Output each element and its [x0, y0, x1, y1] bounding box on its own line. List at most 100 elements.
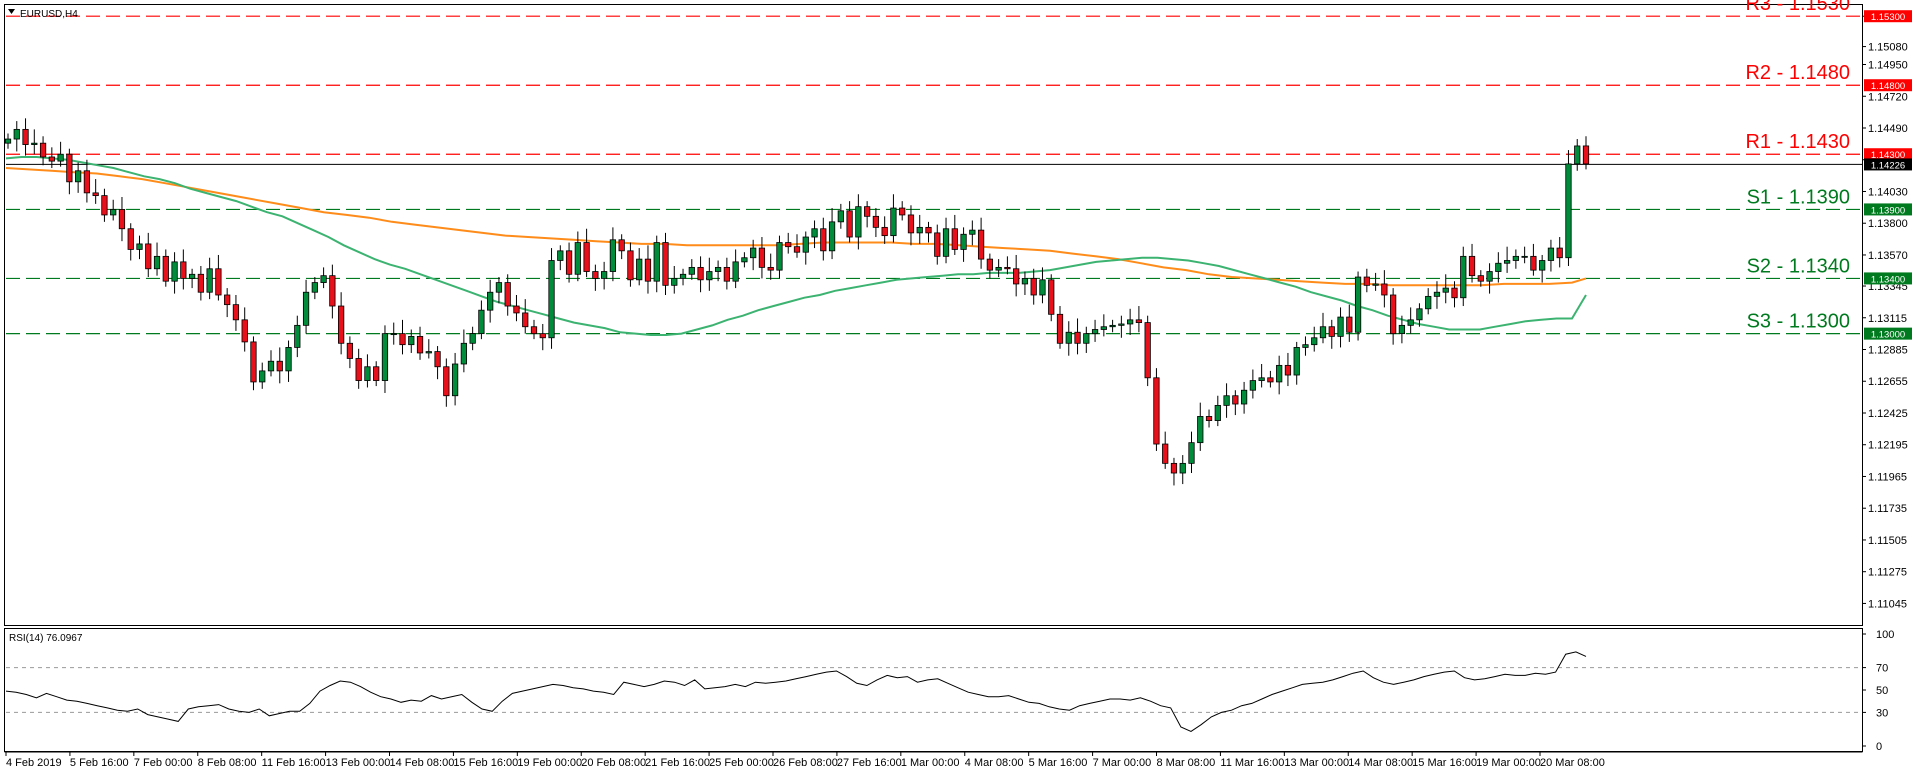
candle-down: [925, 226, 932, 234]
candle-up: [1416, 308, 1423, 321]
candle-up: [188, 273, 196, 279]
time-axis-label: 13 Mar 00:00: [1284, 757, 1349, 769]
candle-down: [1205, 416, 1213, 421]
price-axis-label: 1.11505: [1868, 535, 1907, 547]
candle-up: [1188, 442, 1195, 464]
candle-down: [907, 214, 915, 234]
candle-down: [92, 192, 99, 197]
rsi-axis-label: 50: [1876, 685, 1888, 697]
candle-down: [1013, 268, 1020, 285]
chart-title: EURUSD,H4: [20, 9, 78, 20]
current-price-tag: [1864, 158, 1912, 171]
level-price-tag-label: 1.13400: [1871, 274, 1905, 285]
candle-up: [478, 309, 485, 335]
candle-up: [1486, 271, 1493, 282]
price-axis-label: 1.11275: [1868, 567, 1907, 579]
candle-up: [1091, 329, 1099, 335]
candle-up: [1354, 276, 1362, 333]
candle-up: [1214, 404, 1221, 421]
candle-up: [1337, 316, 1344, 337]
ma-slow-line: [5, 167, 1587, 287]
candles: [4, 118, 1590, 486]
price-panel-frame: [4, 4, 1863, 626]
candle-down: [1170, 462, 1178, 474]
candle-up: [451, 363, 459, 397]
candle-up: [1495, 262, 1502, 272]
level-label: S2 - 1.1340: [1747, 255, 1850, 277]
candle-up: [57, 153, 64, 162]
candle-up: [995, 266, 1002, 271]
price-axis-label: 1.14950: [1868, 60, 1908, 72]
candle-down: [434, 351, 441, 368]
candle-down: [145, 243, 152, 270]
time-axis-label: 8 Mar 08:00: [1157, 757, 1216, 769]
moving-averages: [5, 156, 1587, 336]
candle-down: [627, 250, 634, 281]
candle-up: [671, 278, 678, 286]
candle-down: [934, 232, 941, 257]
candle-down: [1346, 316, 1353, 333]
candle-down: [1004, 266, 1011, 270]
candle-down: [250, 341, 257, 383]
dropdown-triangle-icon[interactable]: [8, 9, 15, 14]
candle-down: [224, 294, 231, 306]
candle-down: [416, 335, 424, 354]
candle-up: [1249, 380, 1256, 391]
candle-down: [1162, 443, 1169, 464]
candle-up: [1372, 283, 1379, 286]
price-axis-label: 1.12885: [1868, 345, 1908, 357]
candle-down: [758, 247, 766, 268]
candle-up: [741, 257, 748, 263]
time-axis-label: 27 Feb 16:00: [837, 757, 902, 769]
candle-up: [802, 236, 809, 253]
candle-up: [259, 370, 266, 383]
candle-up: [1425, 295, 1432, 310]
level-price-tag-label: 1.14300: [1871, 150, 1905, 161]
candle-down: [443, 366, 450, 397]
time-axis-label: 19 Mar 00:00: [1476, 757, 1541, 769]
candle-down: [66, 153, 73, 183]
candle-down: [1468, 255, 1476, 277]
time-axis-label: 15 Mar 16:00: [1412, 757, 1477, 769]
time-axis-label: 15 Feb 16:00: [453, 757, 518, 769]
candle-up: [960, 233, 967, 250]
candle-down: [1030, 278, 1037, 296]
candle-up: [1398, 324, 1406, 335]
candle-down: [1477, 275, 1484, 282]
candle-up: [1197, 416, 1204, 444]
price-axis: 1.15300 1.15080 1.14950 1.14720 1.14490 1.142…: [1862, 11, 1908, 610]
time-axis-label: 7 Mar 00:00: [1093, 757, 1152, 769]
candle-down: [530, 326, 538, 335]
candle-up: [1240, 389, 1248, 405]
candle-up: [460, 342, 467, 365]
price-axis-label: 1.13115: [1868, 313, 1907, 325]
candle-up: [688, 266, 695, 275]
candle-up: [285, 347, 292, 372]
candle-down: [872, 215, 880, 228]
candle-up: [916, 226, 923, 234]
candle-down: [1056, 313, 1064, 344]
candle-down: [101, 195, 108, 216]
candle-up: [1565, 163, 1572, 259]
candle-up: [1179, 462, 1186, 474]
rsi-axis: 100 70 50 30 0: [6, 629, 1894, 753]
candle-up: [153, 255, 161, 270]
level-price-tag: [1864, 148, 1912, 161]
candle-down: [241, 319, 248, 343]
candle-down: [48, 156, 55, 162]
candle-up: [776, 242, 783, 271]
candle-up: [653, 242, 660, 282]
candle-up: [294, 324, 301, 348]
candle-down: [162, 255, 169, 282]
time-axis-label: 4 Feb 2019: [6, 757, 62, 769]
candle-up: [136, 243, 143, 250]
candle-down: [785, 242, 792, 248]
candle-down: [592, 271, 599, 279]
candle-down: [1284, 364, 1292, 376]
time-axis-label: 1 Mar 00:00: [901, 757, 960, 769]
candle-up: [969, 229, 976, 235]
candle-down: [723, 266, 730, 282]
candle-down: [83, 170, 91, 194]
time-axis: 4 Feb 2019 5 Feb 16:00 7 Feb 00:00 8 Feb 08…: [4, 751, 1863, 769]
